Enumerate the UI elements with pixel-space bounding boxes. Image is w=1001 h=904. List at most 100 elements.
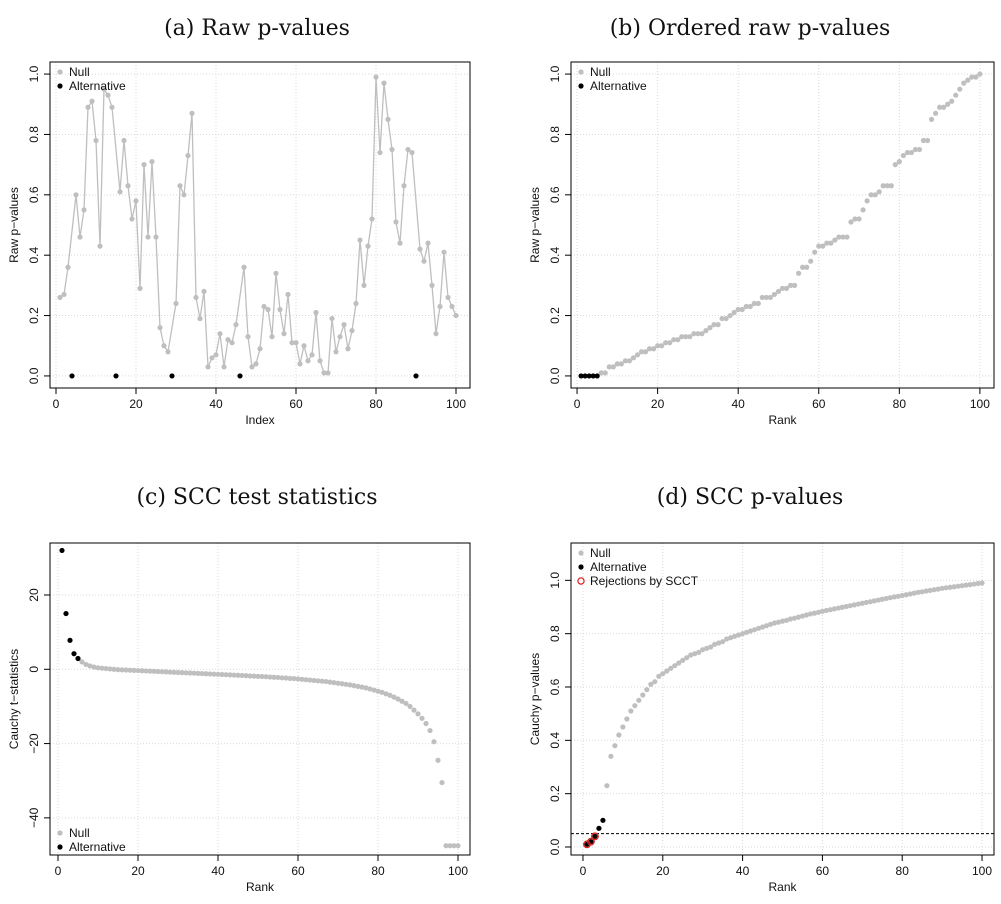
null-point bbox=[231, 672, 237, 678]
null-point bbox=[887, 595, 893, 601]
null-point bbox=[253, 361, 259, 367]
null-point bbox=[655, 343, 661, 349]
null-point bbox=[311, 677, 317, 684]
null-point bbox=[131, 667, 137, 674]
null-point bbox=[977, 71, 983, 77]
null-point bbox=[618, 361, 624, 367]
null-point bbox=[255, 673, 261, 679]
null-point bbox=[879, 596, 885, 602]
y-axis-label: Raw p−values bbox=[7, 187, 21, 263]
null-point bbox=[193, 294, 199, 301]
plot-frame bbox=[570, 61, 995, 389]
null-point bbox=[963, 582, 969, 588]
null-point bbox=[433, 331, 439, 337]
null-point bbox=[227, 672, 233, 678]
null-point bbox=[73, 192, 79, 198]
null-point bbox=[385, 116, 391, 122]
null-point bbox=[107, 666, 113, 672]
null-point bbox=[668, 665, 674, 671]
null-point bbox=[856, 216, 862, 222]
x-axis-label: Rank bbox=[246, 880, 275, 894]
null-point bbox=[775, 288, 782, 295]
null-point bbox=[947, 584, 953, 590]
y-tick-label: 0.0 bbox=[548, 838, 562, 855]
null-point bbox=[319, 678, 325, 684]
null-point bbox=[223, 672, 229, 678]
null-point bbox=[235, 672, 241, 678]
null-point bbox=[355, 683, 361, 689]
null-point bbox=[872, 192, 878, 198]
null-point bbox=[335, 680, 341, 686]
alternative-point bbox=[592, 833, 598, 839]
null-point bbox=[632, 703, 638, 709]
null-point bbox=[155, 668, 161, 675]
null-point bbox=[279, 675, 285, 681]
null-point bbox=[381, 80, 387, 86]
null-point bbox=[835, 605, 841, 611]
null-point bbox=[135, 667, 141, 674]
null-point bbox=[291, 675, 297, 682]
null-point bbox=[908, 149, 915, 156]
null-point bbox=[676, 660, 682, 666]
null-point bbox=[679, 334, 685, 340]
null-point bbox=[175, 669, 181, 676]
x-tick-label: 60 bbox=[291, 864, 305, 878]
null-point bbox=[441, 249, 447, 255]
null-point bbox=[425, 240, 431, 246]
null-point bbox=[183, 670, 189, 676]
null-point bbox=[604, 783, 610, 789]
null-point bbox=[884, 183, 890, 189]
y-tick-label: 0.2 bbox=[548, 785, 562, 802]
x-tick-label: 20 bbox=[651, 397, 665, 411]
panel-3: (c) SCC test statistics 0 20 40 60 80 100 −40 −2… bbox=[7, 485, 471, 894]
null-point bbox=[660, 671, 666, 677]
null-point bbox=[207, 671, 213, 677]
null-point bbox=[387, 692, 393, 698]
x-axis-label: Rank bbox=[768, 880, 797, 894]
null-point bbox=[359, 684, 365, 690]
null-point bbox=[431, 739, 437, 745]
null-point bbox=[614, 361, 620, 367]
null-point bbox=[953, 92, 959, 98]
null-point bbox=[395, 696, 401, 702]
chart-title: (d) SCC p-values bbox=[657, 485, 844, 510]
null-point bbox=[955, 583, 961, 589]
null-point bbox=[811, 610, 818, 616]
null-point bbox=[157, 325, 163, 331]
null-point bbox=[391, 694, 397, 700]
null-point bbox=[179, 670, 185, 676]
legend-null-marker bbox=[578, 69, 584, 75]
null-point bbox=[307, 677, 313, 683]
alternative-point bbox=[71, 651, 77, 657]
y-tick-label: 1.0 bbox=[548, 572, 562, 589]
null-point bbox=[923, 588, 929, 594]
null-point bbox=[451, 843, 457, 849]
x-tick-label: 80 bbox=[896, 864, 910, 878]
null-point bbox=[628, 708, 634, 714]
null-point bbox=[303, 677, 309, 683]
null-point bbox=[275, 674, 281, 681]
null-point bbox=[824, 240, 830, 246]
null-point bbox=[939, 585, 945, 591]
null-point bbox=[648, 681, 654, 687]
null-point bbox=[708, 644, 714, 650]
null-point bbox=[159, 669, 165, 675]
null-point bbox=[129, 216, 135, 222]
null-point bbox=[672, 663, 678, 669]
y-tick-label: 0.0 bbox=[548, 367, 562, 384]
null-point bbox=[205, 364, 211, 370]
null-point bbox=[251, 673, 257, 679]
null-series-line bbox=[59, 77, 457, 374]
null-point bbox=[755, 625, 762, 631]
null-point bbox=[703, 328, 709, 334]
null-point bbox=[943, 585, 949, 591]
null-point bbox=[759, 294, 765, 301]
y-tick-label: 0.4 bbox=[548, 732, 562, 749]
y-axis-label: Raw p−values bbox=[528, 187, 542, 263]
null-point bbox=[875, 597, 881, 603]
null-point bbox=[287, 675, 293, 681]
null-point bbox=[979, 580, 985, 586]
y-tick-label: 0.8 bbox=[548, 126, 562, 143]
y-tick-label: 0 bbox=[27, 666, 41, 673]
null-point bbox=[331, 680, 337, 686]
